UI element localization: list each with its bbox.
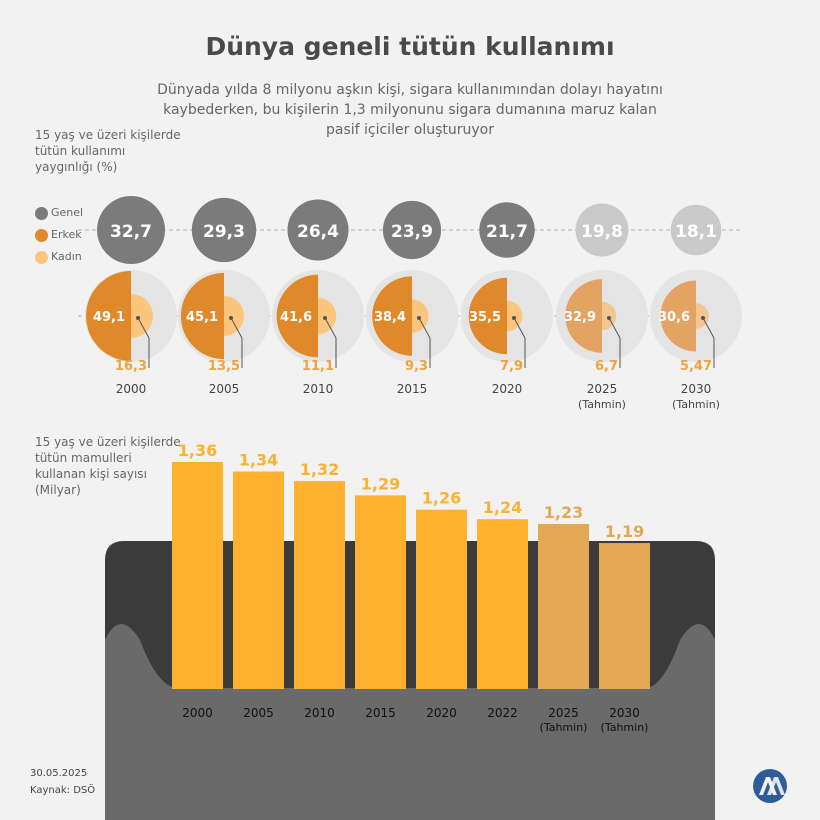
- page-title: Dünya geneli tütün kullanımı: [205, 32, 615, 61]
- erkek-value-2015: 38,4: [374, 310, 406, 325]
- genel-bubble-2020: [479, 202, 535, 258]
- kadin-value-2005: 13,5: [208, 359, 240, 374]
- erkek-value-2010: 41,6: [280, 310, 312, 325]
- genel-value-2030: 18,1: [675, 222, 717, 242]
- bar-year-2022: 2022: [487, 706, 518, 720]
- kadin-leader-line-2025: [608, 317, 621, 368]
- bubble-year-2000: 2000: [116, 382, 147, 396]
- kadin-half-2010: [318, 297, 337, 335]
- kadin-half-2000: [131, 294, 153, 338]
- erkek-half-2000: [86, 271, 131, 361]
- kadin-leader-line-2010: [324, 317, 337, 368]
- bar-value-2000: 1,36: [178, 441, 217, 460]
- bar-2020: [416, 509, 467, 689]
- kadin-leader-line-2015: [418, 317, 431, 368]
- bar-year-2015: 2015: [365, 706, 396, 720]
- erkek-half-2020: [468, 277, 507, 355]
- kadin-value-2000: 16,3: [115, 359, 147, 374]
- kadin-leader-line-2000: [137, 317, 150, 368]
- bar-2030-tahmin: [599, 543, 650, 689]
- kadin-half-2005: [224, 295, 245, 337]
- bar-value-2025-tahmin: 1,23: [544, 503, 583, 522]
- bar-year-2025-tahmin: 2025: [548, 706, 579, 720]
- prevalence-axis-label: 15 yaş ve üzeri kişilerde tütün kullanım…: [35, 128, 181, 174]
- kadin-half-2020: [507, 300, 523, 332]
- footer-source: Kaynak: DSÖ: [30, 785, 96, 796]
- bar-value-2015: 1,29: [361, 474, 400, 493]
- legend-label-erkek: Erkek: [51, 228, 82, 241]
- cigarette-pack-flap: [105, 624, 715, 820]
- genel-bubble-2015: [382, 200, 442, 260]
- bubble-year-2015: 2015: [397, 382, 428, 396]
- genel-value-2010: 26,4: [297, 222, 339, 242]
- bar-2015: [355, 495, 406, 689]
- erkek-half-2015: [372, 276, 412, 356]
- kadin-value-2015: 9,3: [405, 359, 428, 374]
- bar-year-note-2030-tahmin: (Tahmin): [601, 721, 649, 734]
- page-subtitle: Dünyada yılda 8 milyonu aşkın kişi, siga…: [157, 82, 663, 138]
- bar-value-2030-tahmin: 1,19: [605, 522, 644, 541]
- genel-value-2015: 23,9: [391, 222, 433, 242]
- bar-value-2005: 1,34: [239, 451, 278, 470]
- genel-value-2005: 29,3: [203, 222, 245, 242]
- bar-year-2000: 2000: [182, 706, 213, 720]
- erkek-half-2005: [180, 272, 224, 360]
- erkek-half-2030: [660, 280, 696, 352]
- legend-dot-erkek: [35, 229, 48, 242]
- erkek-value-2005: 45,1: [186, 310, 218, 325]
- bar-value-2022: 1,24: [483, 498, 522, 517]
- kadin-leader-line-2030: [702, 317, 715, 368]
- erkek-value-2030: 30,6: [658, 310, 690, 325]
- legend-label-kadin: Kadın: [51, 250, 82, 263]
- bar-value-2010: 1,32: [300, 460, 339, 479]
- legend-dot-genel: [35, 207, 48, 220]
- kadin-half-2015: [412, 299, 429, 333]
- bubble-year-2020: 2020: [492, 382, 523, 396]
- bar-2000: [172, 462, 223, 689]
- bubble-year-2005: 2005: [209, 382, 240, 396]
- bubble-year-2030: 2030: [681, 382, 712, 396]
- kadin-leader-line-2005: [230, 317, 243, 368]
- bar-2022: [477, 519, 528, 689]
- kadin-value-2010: 11,1: [302, 359, 334, 374]
- genel-value-2000: 32,7: [110, 222, 152, 242]
- bubble-year-note-2025: (Tahmin): [578, 398, 626, 411]
- footer-date: 30.05.2025: [30, 768, 88, 779]
- kadin-half-2025: [602, 301, 617, 331]
- genel-bubble-2025: [575, 203, 629, 257]
- legend-dot-kadin: [35, 251, 48, 264]
- genel-value-2025: 19,8: [581, 222, 623, 242]
- bar-2005: [233, 471, 284, 689]
- kadin-value-2020: 7,9: [500, 359, 523, 374]
- bubble-year-2010: 2010: [303, 382, 334, 396]
- genel-bubble-2010: [287, 199, 349, 261]
- erkek-value-2025: 32,9: [564, 310, 596, 325]
- erkek-half-2025: [565, 279, 602, 353]
- bar-year-note-2025-tahmin: (Tahmin): [540, 721, 588, 734]
- bar-year-2020: 2020: [426, 706, 457, 720]
- genel-value-2020: 21,7: [486, 222, 528, 242]
- erkek-half-2010: [276, 274, 318, 358]
- bubble-year-2025: 2025: [587, 382, 618, 396]
- smokers-axis-label: 15 yaş ve üzeri kişilerde tütün mamuller…: [35, 435, 181, 497]
- bar-2025-tahmin: [538, 523, 589, 689]
- bubble-year-note-2030: (Tahmin): [672, 398, 720, 411]
- genel-bubble-2030: [670, 204, 722, 256]
- genel-bubble-2000: [97, 196, 165, 264]
- aa-logo-icon: [753, 769, 787, 803]
- kadin-value-2025: 6,7: [595, 359, 618, 374]
- legend-label-genel: Genel: [51, 206, 84, 219]
- erkek-value-2000: 49,1: [93, 310, 125, 325]
- genel-bubble-2005: [191, 197, 257, 263]
- bar-year-2030-tahmin: 2030: [609, 706, 640, 720]
- bar-year-2010: 2010: [304, 706, 335, 720]
- bar-2010: [294, 481, 345, 689]
- bar-value-2020: 1,26: [422, 489, 461, 508]
- erkek-value-2020: 35,5: [469, 310, 501, 325]
- kadin-value-2030: 5,47: [680, 359, 712, 374]
- bar-year-2005: 2005: [243, 706, 274, 720]
- kadin-leader-line-2020: [513, 317, 526, 368]
